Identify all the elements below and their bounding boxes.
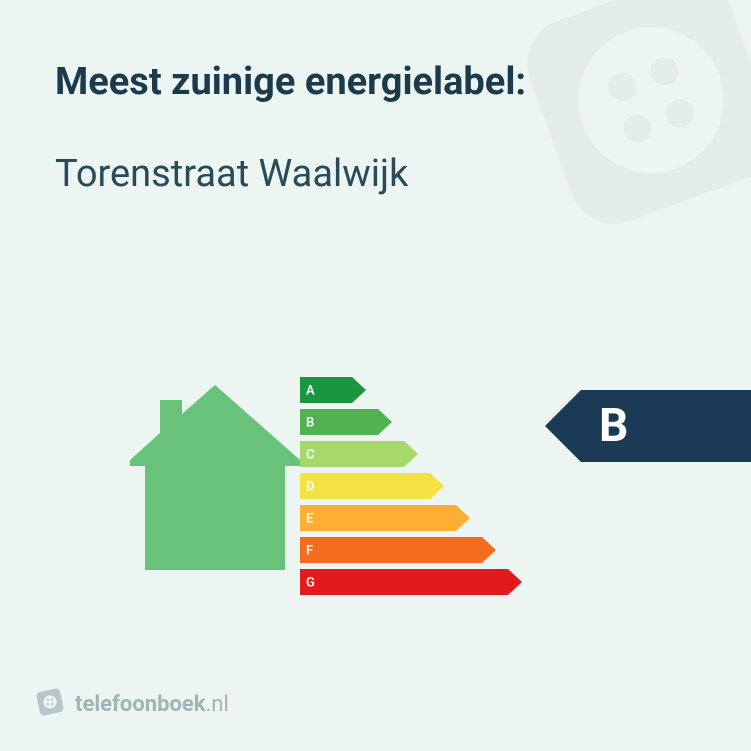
- brand-name-bold: telefoonboek: [75, 692, 206, 717]
- brand-name-light: .nl: [206, 692, 229, 717]
- result-badge: B: [545, 390, 751, 462]
- energy-bar-label: D: [306, 479, 314, 494]
- result-letter: B: [581, 390, 751, 462]
- energy-bar-label: F: [306, 543, 313, 558]
- energy-bar-label: G: [306, 575, 315, 590]
- header-block: Meest zuinige energielabel: Torenstraat …: [0, 0, 751, 196]
- location-name: Torenstraat Waalwijk: [55, 152, 696, 196]
- page-title: Meest zuinige energielabel:: [55, 60, 696, 104]
- energy-bar-label: A: [306, 383, 315, 398]
- footer-brand: telefoonboek.nl: [35, 687, 229, 721]
- energy-bar-label: E: [306, 511, 313, 526]
- energy-bar-label: B: [306, 415, 314, 430]
- brand-text: telefoonboek.nl: [75, 692, 229, 717]
- energy-label-chart: A B C D E F G B: [0, 350, 751, 610]
- brand-icon: [35, 687, 65, 721]
- energy-bar-label: C: [306, 447, 315, 462]
- result-arrow-icon: [545, 390, 581, 462]
- house-icon: [130, 370, 300, 594]
